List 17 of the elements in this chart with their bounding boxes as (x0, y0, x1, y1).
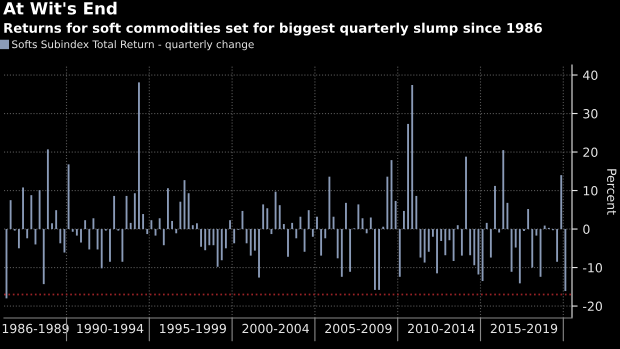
chart-subtitle: Returns for soft commodities set for biggest quarterly slump since 1986 (4, 22, 542, 36)
x-tick-label: 2015-2019 (490, 324, 558, 334)
y-axis-title: Percent (607, 169, 616, 215)
y-tick-label: 20 (583, 148, 598, 157)
x-tick-label: 2000-2004 (242, 324, 309, 334)
y-tick-label: 30 (583, 108, 598, 118)
x-tick-label: 1995-1999 (160, 324, 226, 334)
x-tick-label: 2010-2014 (408, 324, 475, 334)
x-tick-label: 2005-2009 (325, 324, 392, 334)
y-tick-label: 40 (583, 70, 598, 80)
y-tick-label: 0 (583, 224, 590, 234)
y-tick-label: -10 (583, 263, 602, 272)
legend-label: Softs Subindex Total Return - quarterly change (12, 40, 254, 50)
chart-title: At Wit's End (3, 2, 116, 15)
y-tick-label: 10 (584, 186, 598, 196)
x-tick-label: 1990-1994 (77, 324, 144, 334)
y-tick-label: -20 (583, 302, 602, 311)
